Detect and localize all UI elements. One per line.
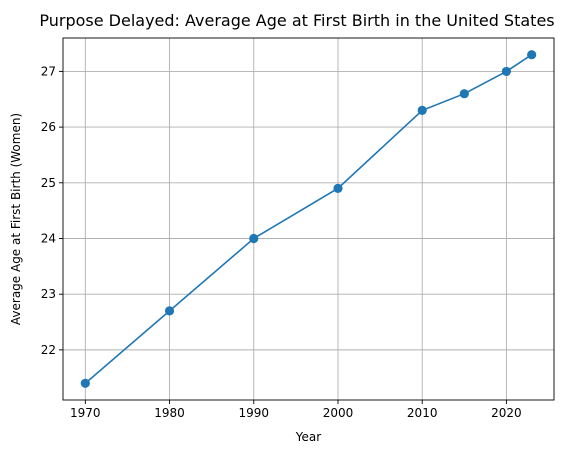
x-tick-label: 2020 bbox=[491, 406, 522, 420]
y-tick-label: 25 bbox=[41, 176, 56, 190]
plot-frame bbox=[62, 37, 555, 401]
y-tick-label: 24 bbox=[41, 231, 56, 245]
x-tick-label: 1980 bbox=[154, 406, 185, 420]
data-point bbox=[164, 306, 175, 316]
chart-title: Purpose Delayed: Average Age at First Bi… bbox=[39, 11, 554, 30]
y-tick-label: 22 bbox=[41, 343, 56, 357]
y-tick-label: 23 bbox=[41, 287, 56, 301]
data-point bbox=[501, 66, 512, 77]
data-point bbox=[459, 89, 469, 99]
x-tick-label: 1970 bbox=[70, 406, 101, 420]
grid bbox=[63, 38, 554, 400]
data-point bbox=[80, 378, 90, 388]
series-line bbox=[84, 54, 533, 384]
x-tick-label: 1990 bbox=[238, 406, 269, 420]
y-tick-label: 27 bbox=[41, 64, 56, 78]
data-point bbox=[333, 183, 343, 193]
data-point bbox=[249, 233, 259, 244]
x-tick-label: 2000 bbox=[323, 406, 354, 420]
data-point bbox=[417, 105, 427, 115]
data-point bbox=[527, 50, 537, 60]
x-axis-label: Year bbox=[295, 430, 321, 444]
axis-ticks: 1970 1980 1990 2000 2010 2020 22 23 24 25 26 27 bbox=[41, 64, 522, 420]
x-tick-label: 2010 bbox=[407, 406, 438, 420]
y-axis-label: Average Age at First Birth (Women) bbox=[9, 113, 23, 325]
series-group bbox=[80, 50, 537, 388]
y-tick-label: 26 bbox=[41, 120, 56, 134]
